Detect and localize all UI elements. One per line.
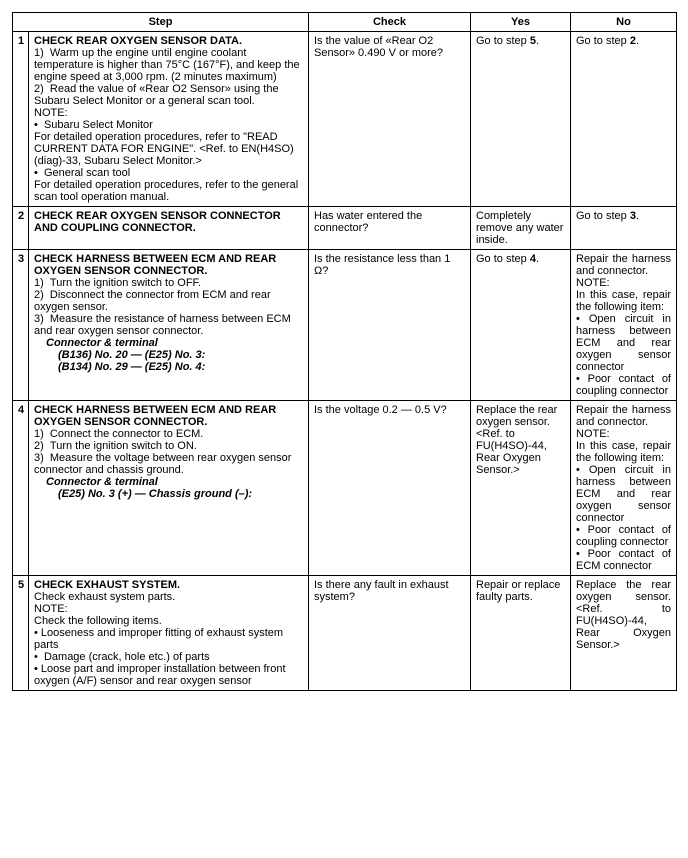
diagnostic-table: Step Check Yes No 1CHECK REAR OXYGEN SEN… — [12, 12, 677, 691]
table-row: 5CHECK EXHAUST SYSTEM.Check exhaust syst… — [13, 576, 677, 691]
step-number: 2 — [13, 207, 29, 250]
header-check: Check — [309, 13, 471, 32]
header-no: No — [571, 13, 677, 32]
yes-content: Replace the rear oxygen sensor. <Ref. to… — [471, 401, 571, 576]
table-row: 4CHECK HARNESS BETWEEN ECM AND REAR OXYG… — [13, 401, 677, 576]
check-content: Is the voltage 0.2 — 0.5 V? — [309, 401, 471, 576]
header-step: Step — [13, 13, 309, 32]
check-content: Is the resistance less than 1 Ω? — [309, 250, 471, 401]
step-number: 4 — [13, 401, 29, 576]
yes-content: Repair or replace faulty parts. — [471, 576, 571, 691]
yes-content: Completely remove any water inside. — [471, 207, 571, 250]
step-number: 5 — [13, 576, 29, 691]
no-content: Go to step 3. — [571, 207, 677, 250]
step-content: CHECK HARNESS BETWEEN ECM AND REAR OXYGE… — [29, 250, 309, 401]
header-yes: Yes — [471, 13, 571, 32]
step-content: CHECK REAR OXYGEN SENSOR CONNECTOR AND C… — [29, 207, 309, 250]
step-number: 1 — [13, 32, 29, 207]
yes-content: Go to step 4. — [471, 250, 571, 401]
step-number: 3 — [13, 250, 29, 401]
step-content: CHECK EXHAUST SYSTEM.Check exhaust syste… — [29, 576, 309, 691]
no-content: Repair the harness and connector.NOTE:In… — [571, 250, 677, 401]
check-content: Has water entered the connector? — [309, 207, 471, 250]
header-row: Step Check Yes No — [13, 13, 677, 32]
check-content: Is the value of «Rear O2 Sensor» 0.490 V… — [309, 32, 471, 207]
step-content: CHECK HARNESS BETWEEN ECM AND REAR OXYGE… — [29, 401, 309, 576]
step-content: CHECK REAR OXYGEN SENSOR DATA.1) Warm up… — [29, 32, 309, 207]
no-content: Replace the rear oxygen sensor. <Ref. to… — [571, 576, 677, 691]
check-content: Is there any fault in exhaust system? — [309, 576, 471, 691]
yes-content: Go to step 5. — [471, 32, 571, 207]
no-content: Go to step 2. — [571, 32, 677, 207]
table-row: 1CHECK REAR OXYGEN SENSOR DATA.1) Warm u… — [13, 32, 677, 207]
no-content: Repair the harness and connector.NOTE:In… — [571, 401, 677, 576]
table-row: 2CHECK REAR OXYGEN SENSOR CONNECTOR AND … — [13, 207, 677, 250]
table-row: 3CHECK HARNESS BETWEEN ECM AND REAR OXYG… — [13, 250, 677, 401]
